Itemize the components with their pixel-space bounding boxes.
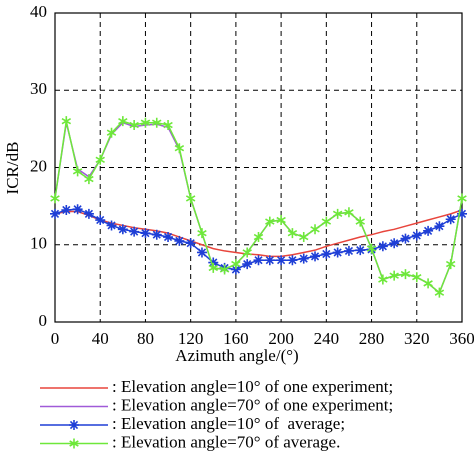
marker xyxy=(321,249,332,260)
marker xyxy=(298,232,309,243)
marker xyxy=(445,259,456,270)
marker xyxy=(72,166,83,177)
marker xyxy=(457,193,467,204)
x-tick-label: 160 xyxy=(223,329,249,348)
marker xyxy=(140,228,151,239)
legend-label: : Elevation angle=70° of average. xyxy=(112,432,340,451)
x-tick-label: 40 xyxy=(92,329,109,348)
legend-label: : Elevation angle=70° of one experiment; xyxy=(112,395,393,414)
marker xyxy=(310,251,321,262)
marker xyxy=(310,224,320,235)
marker xyxy=(332,247,343,258)
marker xyxy=(174,143,185,154)
marker xyxy=(140,117,151,128)
marker xyxy=(208,257,219,268)
marker xyxy=(389,238,400,249)
x-tick-label: 240 xyxy=(314,329,340,348)
marker xyxy=(355,245,366,256)
marker xyxy=(457,208,467,219)
marker xyxy=(321,216,332,227)
marker xyxy=(332,208,343,219)
marker xyxy=(72,204,83,215)
marker xyxy=(230,264,241,275)
marker xyxy=(61,116,72,127)
marker xyxy=(185,193,196,204)
marker xyxy=(151,229,162,240)
marker xyxy=(69,438,79,449)
marker xyxy=(196,247,207,258)
series-line xyxy=(54,120,463,294)
marker xyxy=(400,269,411,280)
plot-frame xyxy=(54,12,463,323)
marker xyxy=(95,215,106,226)
x-tick-label: 80 xyxy=(137,329,154,348)
marker xyxy=(445,214,456,225)
y-tick-label: 30 xyxy=(30,79,47,98)
marker xyxy=(276,215,286,226)
marker xyxy=(366,243,377,254)
x-tick-label: 200 xyxy=(268,329,294,348)
marker xyxy=(411,230,422,241)
marker xyxy=(129,120,139,131)
marker xyxy=(423,278,433,289)
legend-label: : Elevation angle=10° of one experiment; xyxy=(112,377,393,396)
series-line xyxy=(54,121,463,294)
marker xyxy=(152,117,162,128)
marker xyxy=(434,287,445,298)
marker xyxy=(242,247,252,258)
marker xyxy=(129,226,140,237)
marker xyxy=(265,216,275,227)
marker xyxy=(69,420,79,430)
marker xyxy=(219,264,230,275)
marker xyxy=(163,232,174,243)
y-tick-label: 40 xyxy=(30,2,47,21)
x-axis-title: Azimuth angle/(°) xyxy=(175,346,298,365)
marker xyxy=(231,259,241,270)
marker xyxy=(118,116,128,127)
marker xyxy=(264,255,275,266)
marker xyxy=(253,232,264,243)
marker xyxy=(400,233,411,244)
x-tick-label: 280 xyxy=(359,329,385,348)
legend-label: : Elevation angle=10° of average; xyxy=(112,414,345,433)
marker xyxy=(276,255,287,266)
marker xyxy=(163,120,173,131)
x-tick-label: 0 xyxy=(51,329,60,348)
marker xyxy=(106,220,117,231)
marker xyxy=(378,274,388,285)
marker xyxy=(208,262,219,273)
x-tick-label: 320 xyxy=(404,329,430,348)
y-tick-label: 0 xyxy=(39,311,48,330)
marker xyxy=(389,270,399,281)
marker xyxy=(117,224,128,235)
marker xyxy=(50,208,60,219)
marker xyxy=(185,238,196,249)
marker xyxy=(253,255,264,266)
y-tick-label: 10 xyxy=(30,234,47,253)
marker xyxy=(343,245,354,256)
x-tick-label: 120 xyxy=(178,329,204,348)
marker xyxy=(61,204,72,215)
marker xyxy=(242,259,253,270)
marker xyxy=(298,253,309,264)
marker xyxy=(377,241,388,252)
marker xyxy=(83,208,94,219)
marker xyxy=(50,193,60,204)
marker xyxy=(197,228,207,239)
marker xyxy=(106,127,117,138)
x-tick-label: 360 xyxy=(449,329,474,348)
marker xyxy=(174,235,185,246)
marker xyxy=(423,225,434,236)
marker xyxy=(434,221,445,232)
y-tick-label: 20 xyxy=(30,156,47,175)
marker xyxy=(344,207,354,218)
marker xyxy=(287,228,298,239)
marker xyxy=(287,255,298,266)
marker xyxy=(95,154,105,165)
marker xyxy=(355,216,365,227)
marker xyxy=(84,174,94,185)
marker xyxy=(412,272,422,283)
y-axis-title: ICR/dB xyxy=(3,142,22,195)
